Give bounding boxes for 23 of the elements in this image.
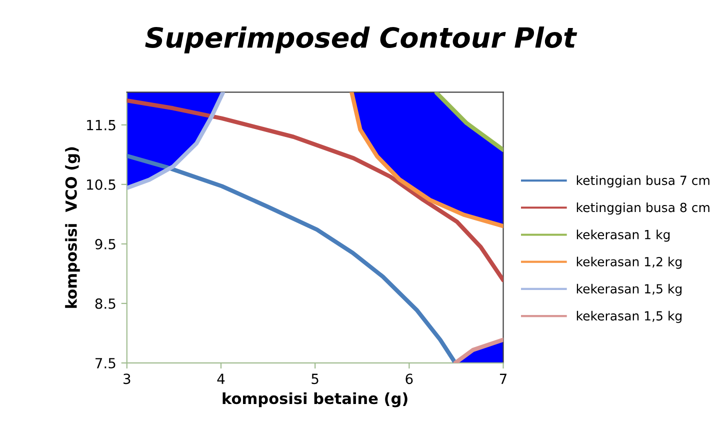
legend-label: ketinggian busa 8 cm [576, 202, 710, 215]
x-axis-title: komposisi betaine (g) [222, 392, 408, 408]
x-tick-label: 3 [124, 374, 130, 384]
line-series [126, 92, 225, 190]
y-tick-label: 9.5 [95, 238, 116, 250]
y-tick-label: 11.5 [87, 120, 116, 130]
legend-label: kekerasan 1 kg [576, 230, 670, 242]
legend-label: kekerasan 1,5 kg [576, 284, 682, 296]
y-tick-label: 7.5 [96, 358, 116, 368]
chart-title: Superimposed Contour Plot [145, 26, 578, 54]
y-tick-label: 8.5 [95, 298, 116, 309]
x-tick-label: 5 [312, 374, 318, 384]
x-tick-label: 6 [406, 374, 413, 384]
line-series [126, 98, 504, 282]
line-series [126, 154, 458, 363]
legend-label: kekerasan 1,2 kg [576, 256, 682, 269]
line-series [350, 92, 504, 228]
legend-label: ketinggian busa 7 cm [576, 175, 710, 188]
y-axis-title: komposisi VCO (g) [65, 147, 80, 308]
y-tick-label: 10.5 [87, 179, 116, 190]
x-tick-label: 7 [500, 374, 506, 384]
x-tick-label: 4 [217, 374, 225, 384]
legend-label: kekerasan 1,5 kg [576, 310, 682, 324]
